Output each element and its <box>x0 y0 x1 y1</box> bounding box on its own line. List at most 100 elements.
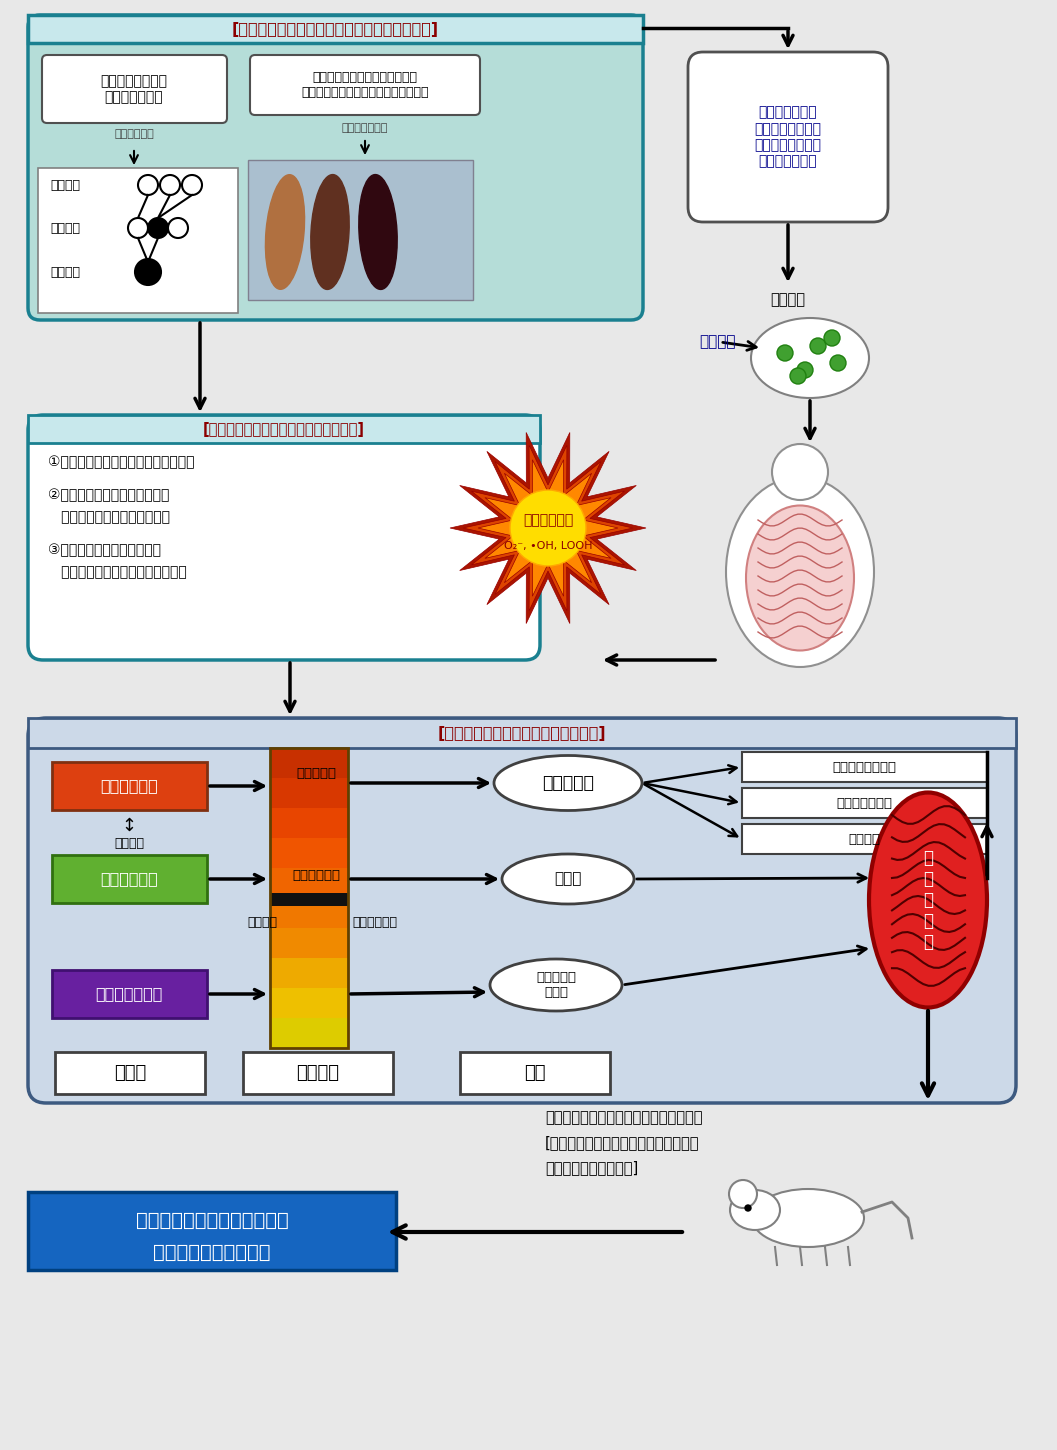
Text: プロトカテ
キュ酸: プロトカテ キュ酸 <box>536 972 576 999</box>
Text: 包合体化反応: 包合体化反応 <box>292 869 340 882</box>
Text: 核内レセプター: 核内レセプター <box>836 796 892 809</box>
Bar <box>270 808 348 840</box>
Text: [酸化ストレス制御成分高含有食用植物の創出]: [酸化ストレス制御成分高含有食用植物の創出] <box>231 22 439 36</box>
Text: 既存・有望品種の
スクリーニング: 既存・有望品種の スクリーニング <box>100 74 167 104</box>
Text: [生体内動態と酸化ストレス抑制機構]: [生体内動態と酸化ストレス抑制機構] <box>438 725 607 741</box>
Text: ↕: ↕ <box>122 816 136 835</box>
Bar <box>52 763 207 811</box>
Ellipse shape <box>726 477 874 667</box>
Text: 消化管: 消化管 <box>114 1064 146 1082</box>
FancyBboxPatch shape <box>27 718 1016 1103</box>
Bar <box>270 958 348 989</box>
Ellipse shape <box>730 1190 780 1230</box>
Text: レチノイド: レチノイド <box>542 774 594 792</box>
Text: 疾病モデル（腎癌・糖尿病合併症など）: 疾病モデル（腎癌・糖尿病合併症など） <box>545 1111 703 1125</box>
Text: トランスジェニックイネの創出
（アントシアニン高含有イネの開発）: トランスジェニックイネの創出 （アントシアニン高含有イネの開発） <box>301 71 429 99</box>
Bar <box>52 856 207 903</box>
Circle shape <box>509 490 586 566</box>
Bar <box>742 824 987 854</box>
Ellipse shape <box>358 174 397 290</box>
Text: 酸化的開裂: 酸化的開裂 <box>296 767 336 780</box>
Ellipse shape <box>502 854 634 903</box>
Bar <box>27 718 1016 748</box>
Ellipse shape <box>869 793 987 1008</box>
FancyBboxPatch shape <box>688 52 888 222</box>
Bar <box>270 748 348 1048</box>
Text: 酵素遺伝子誘導の解析]: 酵素遺伝子誘導の解析] <box>545 1160 638 1176</box>
Circle shape <box>729 1180 757 1208</box>
Text: [酸化ストレス制御評価システムの開発]: [酸化ストレス制御評価システムの開発] <box>203 422 365 436</box>
Ellipse shape <box>752 1189 864 1247</box>
Bar <box>270 928 348 958</box>
Bar <box>270 838 348 869</box>
Text: [応答遺伝子の解析・酸化ストレス防御: [応答遺伝子の解析・酸化ストレス防御 <box>545 1135 700 1150</box>
Text: 代謝物: 代謝物 <box>554 871 581 886</box>
Text: 加水分解: 加水分解 <box>247 915 277 928</box>
Circle shape <box>168 218 188 238</box>
Polygon shape <box>463 445 633 610</box>
FancyBboxPatch shape <box>42 55 227 123</box>
Bar <box>270 987 348 1019</box>
Text: 制御因子: 制御因子 <box>771 293 805 307</box>
Bar <box>27 415 540 444</box>
Text: 突然変異処理: 突然変異処理 <box>114 129 154 139</box>
Text: ③細胞・個体レベルにおける: ③細胞・個体レベルにおける <box>48 542 161 557</box>
Circle shape <box>135 260 161 286</box>
Text: フラボノイド: フラボノイド <box>100 871 157 886</box>
Bar <box>270 893 348 906</box>
Bar <box>270 869 348 899</box>
Ellipse shape <box>311 174 349 290</box>
Text: 組織: 組織 <box>524 1064 545 1082</box>
Text: 相互作用: 相互作用 <box>114 837 144 850</box>
Polygon shape <box>478 460 618 596</box>
Bar <box>52 970 207 1018</box>
Bar <box>270 898 348 929</box>
Bar <box>270 748 348 779</box>
Bar <box>38 168 238 313</box>
Text: ①酸化ストレスマーカーの開発と応用: ①酸化ストレスマーカーの開発と応用 <box>48 455 194 468</box>
Bar <box>742 753 987 782</box>
Ellipse shape <box>752 318 869 397</box>
Text: 転写因子: 転写因子 <box>848 832 880 845</box>
Ellipse shape <box>746 506 854 651</box>
Bar <box>270 1018 348 1048</box>
FancyBboxPatch shape <box>27 14 643 320</box>
Bar <box>243 1053 393 1093</box>
Bar <box>460 1053 610 1093</box>
Circle shape <box>830 355 846 371</box>
Text: 遺伝子導入処理: 遺伝子導入処理 <box>341 123 388 133</box>
Circle shape <box>777 345 793 361</box>
Text: 利用した評価システムの開発: 利用した評価システムの開発 <box>48 510 170 523</box>
Text: 小腸粘膜: 小腸粘膜 <box>297 1064 339 1082</box>
FancyBboxPatch shape <box>251 55 480 115</box>
Text: 疾病予防食品への基盤的研究: 疾病予防食品への基盤的研究 <box>135 1211 289 1230</box>
Text: 酸化ストレス: 酸化ストレス <box>523 513 573 526</box>
Text: アントシアニン: アントシアニン <box>95 986 163 1002</box>
Bar <box>27 14 643 44</box>
Circle shape <box>824 331 840 347</box>
Ellipse shape <box>494 755 642 811</box>
Ellipse shape <box>265 174 304 290</box>
Bar <box>248 160 472 300</box>
Text: ブロック: ブロック <box>700 335 737 349</box>
Circle shape <box>772 444 828 500</box>
Bar <box>270 779 348 809</box>
Bar <box>742 787 987 818</box>
Ellipse shape <box>490 958 622 1011</box>
Text: Ｍ２世代: Ｍ２世代 <box>50 222 80 235</box>
Circle shape <box>148 218 168 238</box>
Text: Ｍ３世代: Ｍ３世代 <box>50 265 80 278</box>
FancyBboxPatch shape <box>27 415 540 660</box>
Bar <box>27 1192 396 1270</box>
Text: 基礎的評価への標準化: 基礎的評価への標準化 <box>153 1243 271 1261</box>
Text: 遺
伝
子
制
御: 遺 伝 子 制 御 <box>923 850 933 951</box>
Circle shape <box>797 362 813 378</box>
Text: 情報伝達系酵素群: 情報伝達系酵素群 <box>832 760 896 773</box>
Text: 香辛植物、野生
食用植物を対象と
した酸化ストレス
抑制因子の探索: 香辛植物、野生 食用植物を対象と した酸化ストレス 抑制因子の探索 <box>755 106 821 168</box>
Circle shape <box>128 218 148 238</box>
Circle shape <box>810 338 826 354</box>
Text: O₂⁻, •OH, LOOH: O₂⁻, •OH, LOOH <box>504 541 592 551</box>
Text: メチル化反応: メチル化反応 <box>352 915 397 928</box>
Text: 酸化ストレス遺伝子の変動の解析: 酸化ストレス遺伝子の変動の解析 <box>48 566 187 579</box>
Bar <box>55 1053 205 1093</box>
